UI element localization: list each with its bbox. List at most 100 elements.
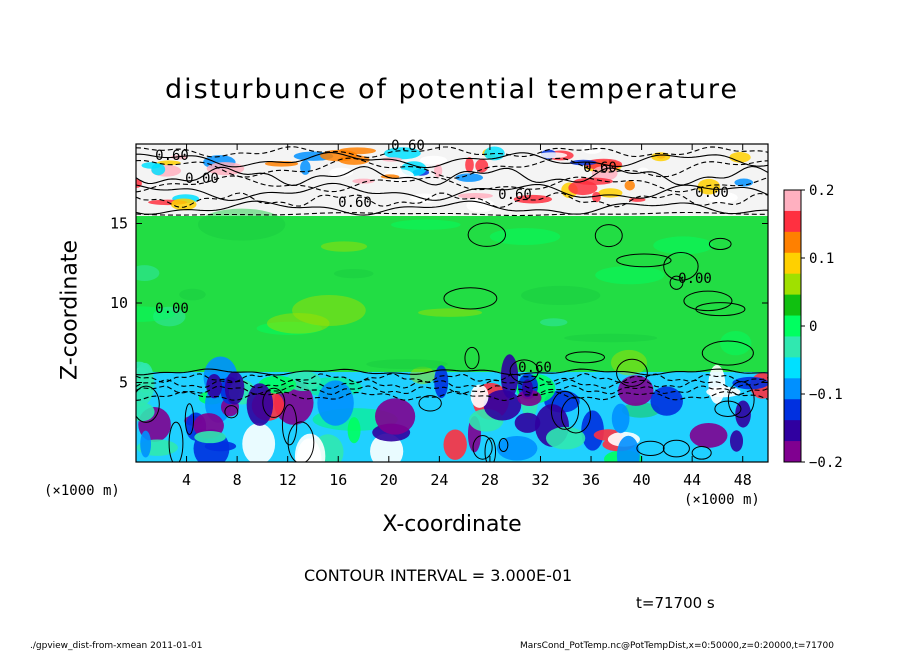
contour-loop [184,403,195,435]
field-patch [729,152,751,163]
contour-loop [418,395,442,412]
contour-loop [560,396,591,434]
field-patch [564,333,658,343]
field-patch [466,198,495,213]
field-patch [206,162,245,176]
field-patch [618,375,654,406]
field-patch [136,402,155,422]
contour-loop [443,287,498,310]
y-tick-label: 5 [119,374,128,392]
y-tick-label: 15 [110,215,128,233]
contour-loop [701,340,754,366]
x-tick-label: 40 [633,471,651,489]
field-patch [582,144,603,154]
contour-line [136,165,768,186]
field-patch [434,365,449,399]
x-axis-unit: (×1000 m) [684,492,760,508]
contour-loop [695,302,746,317]
field-patch [624,180,635,191]
colorbar-band [784,273,801,296]
field-patch [418,308,483,317]
colorbar-band [784,210,801,233]
field-patch [140,430,152,458]
contour-loop [550,390,580,430]
contour-loop [683,290,733,312]
contour-line [136,378,768,389]
field-patch [513,194,553,204]
field-patch [317,380,354,426]
field-patch [320,241,368,252]
contour-loop [727,381,755,418]
contour-loop [498,437,509,452]
contour-loop [484,437,497,462]
contour-line [136,152,768,169]
field-patch [170,198,197,211]
colorbar-band [784,357,801,379]
contour-label: 0.00 [695,185,729,201]
contour-lines [136,146,768,462]
x-tick-label: 48 [734,471,752,489]
contour-label: 0.00 [678,271,712,287]
field-patch [136,361,155,407]
field-patch [384,147,421,160]
field-patch [204,441,237,452]
field-patch [591,165,618,181]
contour-label: 0.60 [583,160,617,176]
field-patch [489,228,561,246]
contour-loop [287,421,315,462]
field-patch [465,157,474,173]
contour-label: 0.60 [498,187,532,203]
colorbar-band [784,420,801,442]
field-patch [689,422,728,448]
contour-loop [616,358,648,387]
field-patch [574,177,613,185]
field-patch [581,410,604,451]
field-patch [136,265,160,281]
contour-loop [594,224,623,248]
colorbar-tick-label: −0.1 [809,387,843,403]
contour-line [136,372,768,384]
colorbar-band [784,399,801,421]
field-patch [653,236,713,255]
contour-line [136,385,768,395]
x-tick-label: 36 [582,471,600,489]
field-patch [729,430,744,452]
contour-loop [262,387,286,418]
colorbar-tick-label: −0.2 [809,455,843,471]
contour-loop [708,237,732,250]
contour-line [136,211,768,217]
contour-loop [136,385,160,423]
field-patch [475,159,489,173]
field-patch [409,366,436,385]
contour-line [136,391,768,402]
contour-loop [464,346,480,370]
contour-loop [281,404,298,446]
y-axis-unit: (×1000 m) [44,483,120,499]
colorbar-band [784,441,801,463]
contour-line [136,200,768,216]
field-patch [375,398,416,435]
field-patch [708,364,726,404]
field-patch [391,219,461,230]
footer-script: ./gpview_dist-from-xmean 2011-01-01 [30,641,203,651]
contour-label: 0.00 [155,301,189,317]
field-patch [545,426,586,450]
field-patch [735,400,751,428]
contour-line [136,175,768,193]
field-patch [598,188,623,198]
y-tick-label: 10 [110,294,128,312]
colorbar-band [784,231,801,254]
colorbar-tick-label: 0.2 [809,183,834,199]
field-patch [197,208,286,241]
field-patch [443,429,467,460]
field-patch [514,412,541,433]
field-patch [537,152,568,159]
field-patch [242,423,276,462]
x-tick-label: 24 [430,471,448,489]
field-patch [194,431,226,444]
colorbar-tick-label: 0.1 [809,251,834,267]
x-axis-label: X-coordinate [382,512,522,537]
field-patch [697,178,721,195]
x-tick-label: 4 [182,471,191,489]
field-patch [329,167,354,177]
